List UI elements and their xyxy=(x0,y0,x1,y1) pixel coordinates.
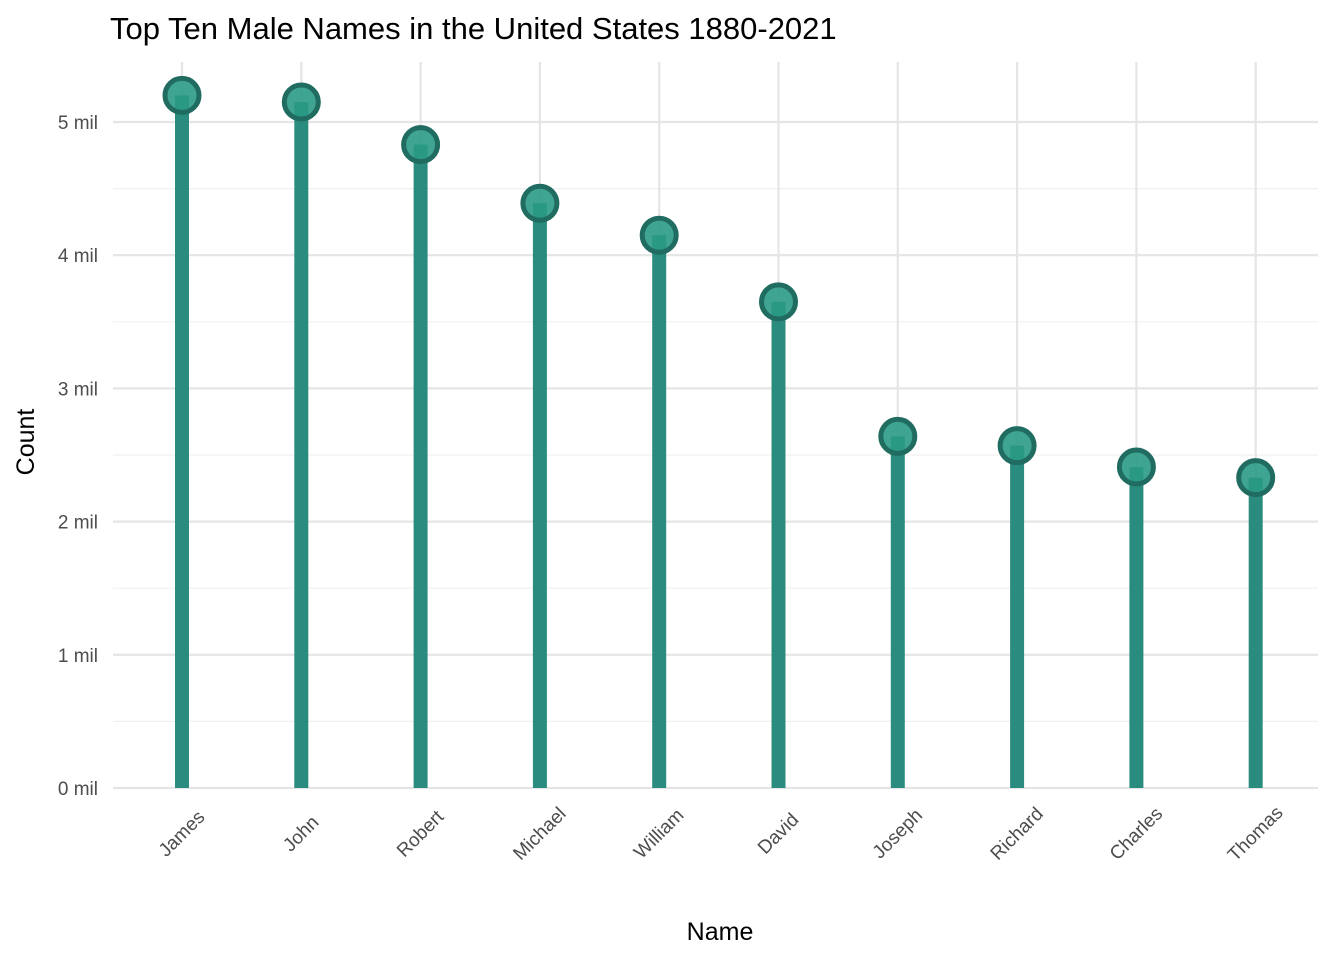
x-tick-label: Michael xyxy=(509,804,570,865)
x-tick-label: John xyxy=(279,812,323,856)
lollipop-point xyxy=(520,183,560,223)
x-tick-label: Thomas xyxy=(1224,802,1287,865)
lollipop-point xyxy=(878,416,918,456)
lollipop-point xyxy=(1236,458,1276,498)
y-tick-label: 3 mil xyxy=(58,379,98,400)
x-tick-label: Joseph xyxy=(869,805,927,863)
x-tick-label: Richard xyxy=(987,804,1048,865)
x-axis-tick-labels: James John Robert Michael William David Joseph… xyxy=(155,802,1288,865)
x-tick-label: William xyxy=(630,805,688,863)
lollipop-point xyxy=(401,125,441,165)
lollipop-point xyxy=(281,82,321,122)
x-tick-label: James xyxy=(155,807,209,861)
y-axis-title: Count xyxy=(12,409,40,476)
lollipop-stems xyxy=(175,95,1263,788)
lollipop-point xyxy=(759,282,798,322)
chart-title: Top Ten Male Names in the United States … xyxy=(110,11,837,46)
lollipop-points xyxy=(162,75,1276,498)
lollipop-point xyxy=(997,426,1037,466)
x-axis-title: Name xyxy=(687,918,754,946)
x-tick-label: Charles xyxy=(1106,804,1167,865)
x-tick-label: Robert xyxy=(393,806,449,862)
lollipop-point xyxy=(639,215,679,255)
lollipop-point xyxy=(1116,447,1156,487)
y-axis-tick-labels: 0 mil 1 mil 2 mil 3 mil 4 mil 5 mil xyxy=(58,113,98,800)
y-tick-label: 0 mil xyxy=(58,779,98,800)
x-tick-label: David xyxy=(754,810,803,859)
y-tick-label: 2 mil xyxy=(58,513,98,534)
y-tick-label: 5 mil xyxy=(58,113,98,134)
y-tick-label: 1 mil xyxy=(58,646,98,667)
lollipop-point xyxy=(162,75,202,115)
y-tick-label: 4 mil xyxy=(58,246,98,267)
